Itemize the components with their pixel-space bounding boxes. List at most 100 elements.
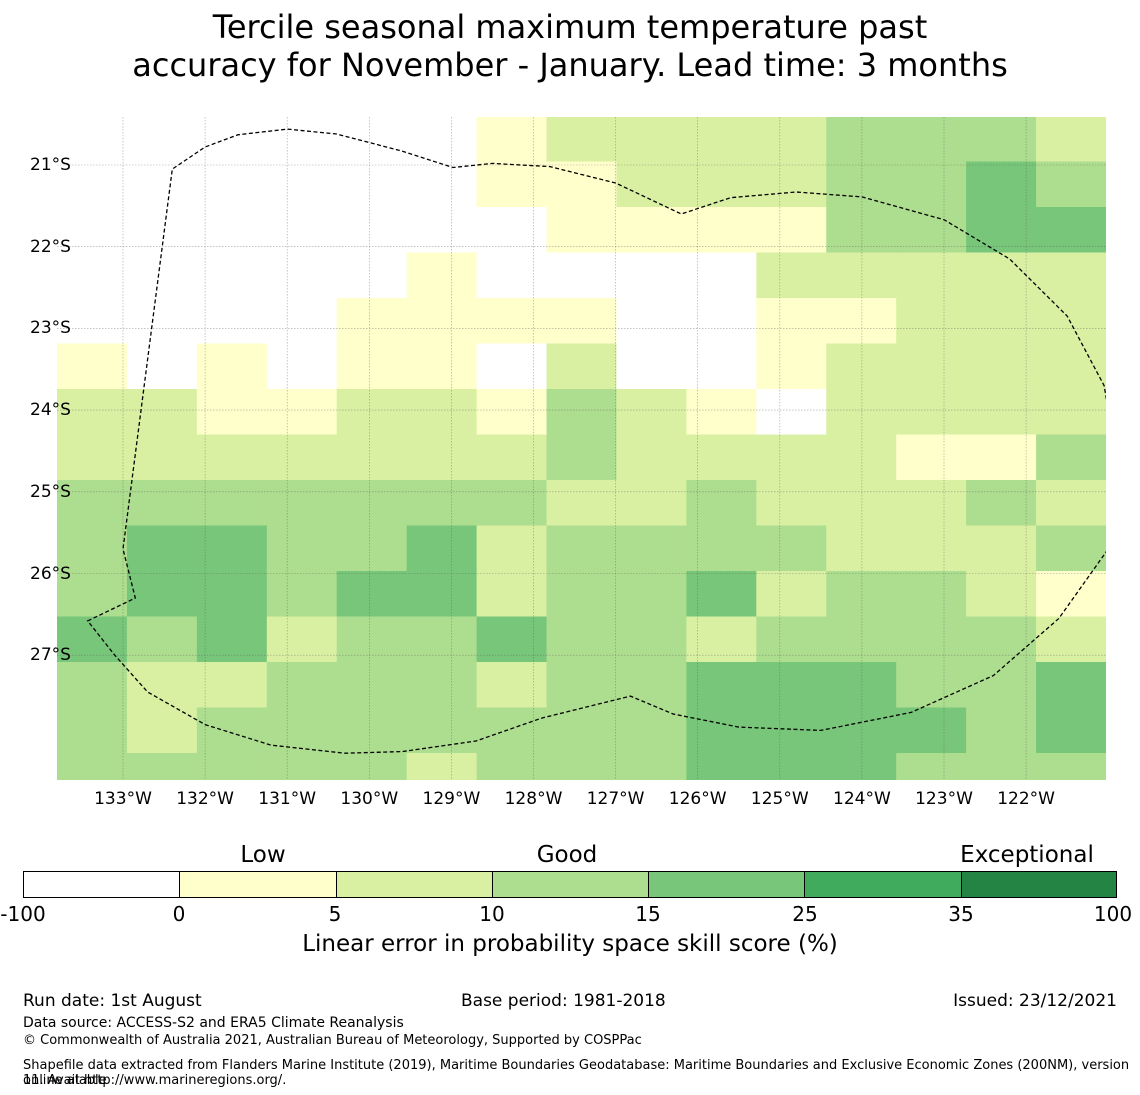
grid-cell [57,753,128,780]
grid-cell [546,480,618,527]
grid-cell [756,525,827,572]
grid-cell [126,298,198,345]
colorbar-tick: 100 [1093,902,1133,926]
grid-cell [966,753,1037,780]
grid-cell [686,616,757,663]
grid-cell [266,525,338,572]
grid-cell [966,616,1037,663]
longitude-label: 132°W [176,789,234,809]
grid-cell [266,207,338,254]
grid-cell [686,298,757,345]
longitude-label: 127°W [586,789,645,809]
grid-cell [476,616,548,663]
grid-cell [196,389,268,436]
grid-cell [546,252,618,299]
grid-cell [896,117,967,163]
grid-cell [966,298,1037,345]
grid-cell [336,525,408,572]
longitude-label: 130°W [340,789,399,809]
colorbar-tick: 5 [328,902,342,926]
grid-cell [616,753,687,780]
grid-cell [336,298,408,345]
grid-cell [57,117,128,163]
grid-cell [966,480,1037,527]
grid-cell [686,117,757,163]
grid-cell [1036,571,1106,618]
grid-cell [476,707,548,754]
longitude-label: 122°W [997,789,1055,809]
data-source: Data source: ACCESS-S2 and ERA5 Climate … [23,1015,404,1031]
grid-cell [686,343,757,390]
grid-cell [476,571,548,618]
colorbar-category-exceptional: Exceptional [960,842,1094,868]
grid-cell [196,707,268,754]
grid-cell [476,207,548,254]
grid-cell [196,434,268,481]
grid-cell [686,389,757,436]
colorbar-swatch [491,871,649,898]
grid-cell [336,480,408,527]
grid-cell [196,252,268,299]
grid-cell [966,117,1037,163]
grid-cell [336,616,408,663]
grid-cell [57,616,128,663]
grid-cell [896,298,967,345]
grid-cell [616,207,687,254]
grid-cell [1036,480,1106,527]
grid-cell [616,434,687,481]
grid-cell [756,161,827,208]
grid-cell [57,525,128,572]
grid-cell [1036,117,1106,163]
grid-cell [476,343,548,390]
grid-cell [196,298,268,345]
grid-cell [756,753,827,780]
grid-cell [756,207,827,254]
grid-cell [826,207,897,254]
grid-cell [126,525,198,572]
grid-cell [336,161,408,208]
grid-cell [406,616,478,663]
longitude-label: 124°W [833,789,891,809]
grid-cell [686,753,757,780]
grid-cell [196,161,268,208]
grid-cell [686,252,757,299]
grid-cell [896,662,967,709]
grid-cell [966,525,1037,572]
grid-cell [686,480,757,527]
colorbar-swatch [804,871,961,898]
grid-cell [126,616,198,663]
grid-cell [616,662,687,709]
grid-cell [1036,434,1106,481]
grid-cell [406,117,478,163]
grid-cell [616,707,687,754]
grid-cell [756,480,827,527]
grid-cell [966,707,1037,754]
grid-cell [126,753,198,780]
grid-cell [826,707,897,754]
grid-cell [336,571,408,618]
grid-cell [406,207,478,254]
grid-cell [406,480,478,527]
grid-cell [406,252,478,299]
grid-cell [336,389,408,436]
grid-cell [266,571,338,618]
grid-cell [336,707,408,754]
grid-cell [896,434,967,481]
grid-cell [196,207,268,254]
grid-cell [896,753,967,780]
grid-cell [57,571,128,618]
grid-cell [336,434,408,481]
grid-cell [57,207,128,254]
grid-cell [57,298,128,345]
grid-cell [266,343,338,390]
issued-date: Issued: 23/12/2021 [953,991,1117,1011]
grid-cell [266,480,338,527]
grid-cell [406,298,478,345]
grid-cell [826,525,897,572]
grid-cell [126,389,198,436]
grid-cell [826,161,897,208]
longitude-label: 129°W [422,789,481,809]
grid-cell [826,480,897,527]
grid-cell [476,389,548,436]
grid-cell [1036,161,1106,208]
